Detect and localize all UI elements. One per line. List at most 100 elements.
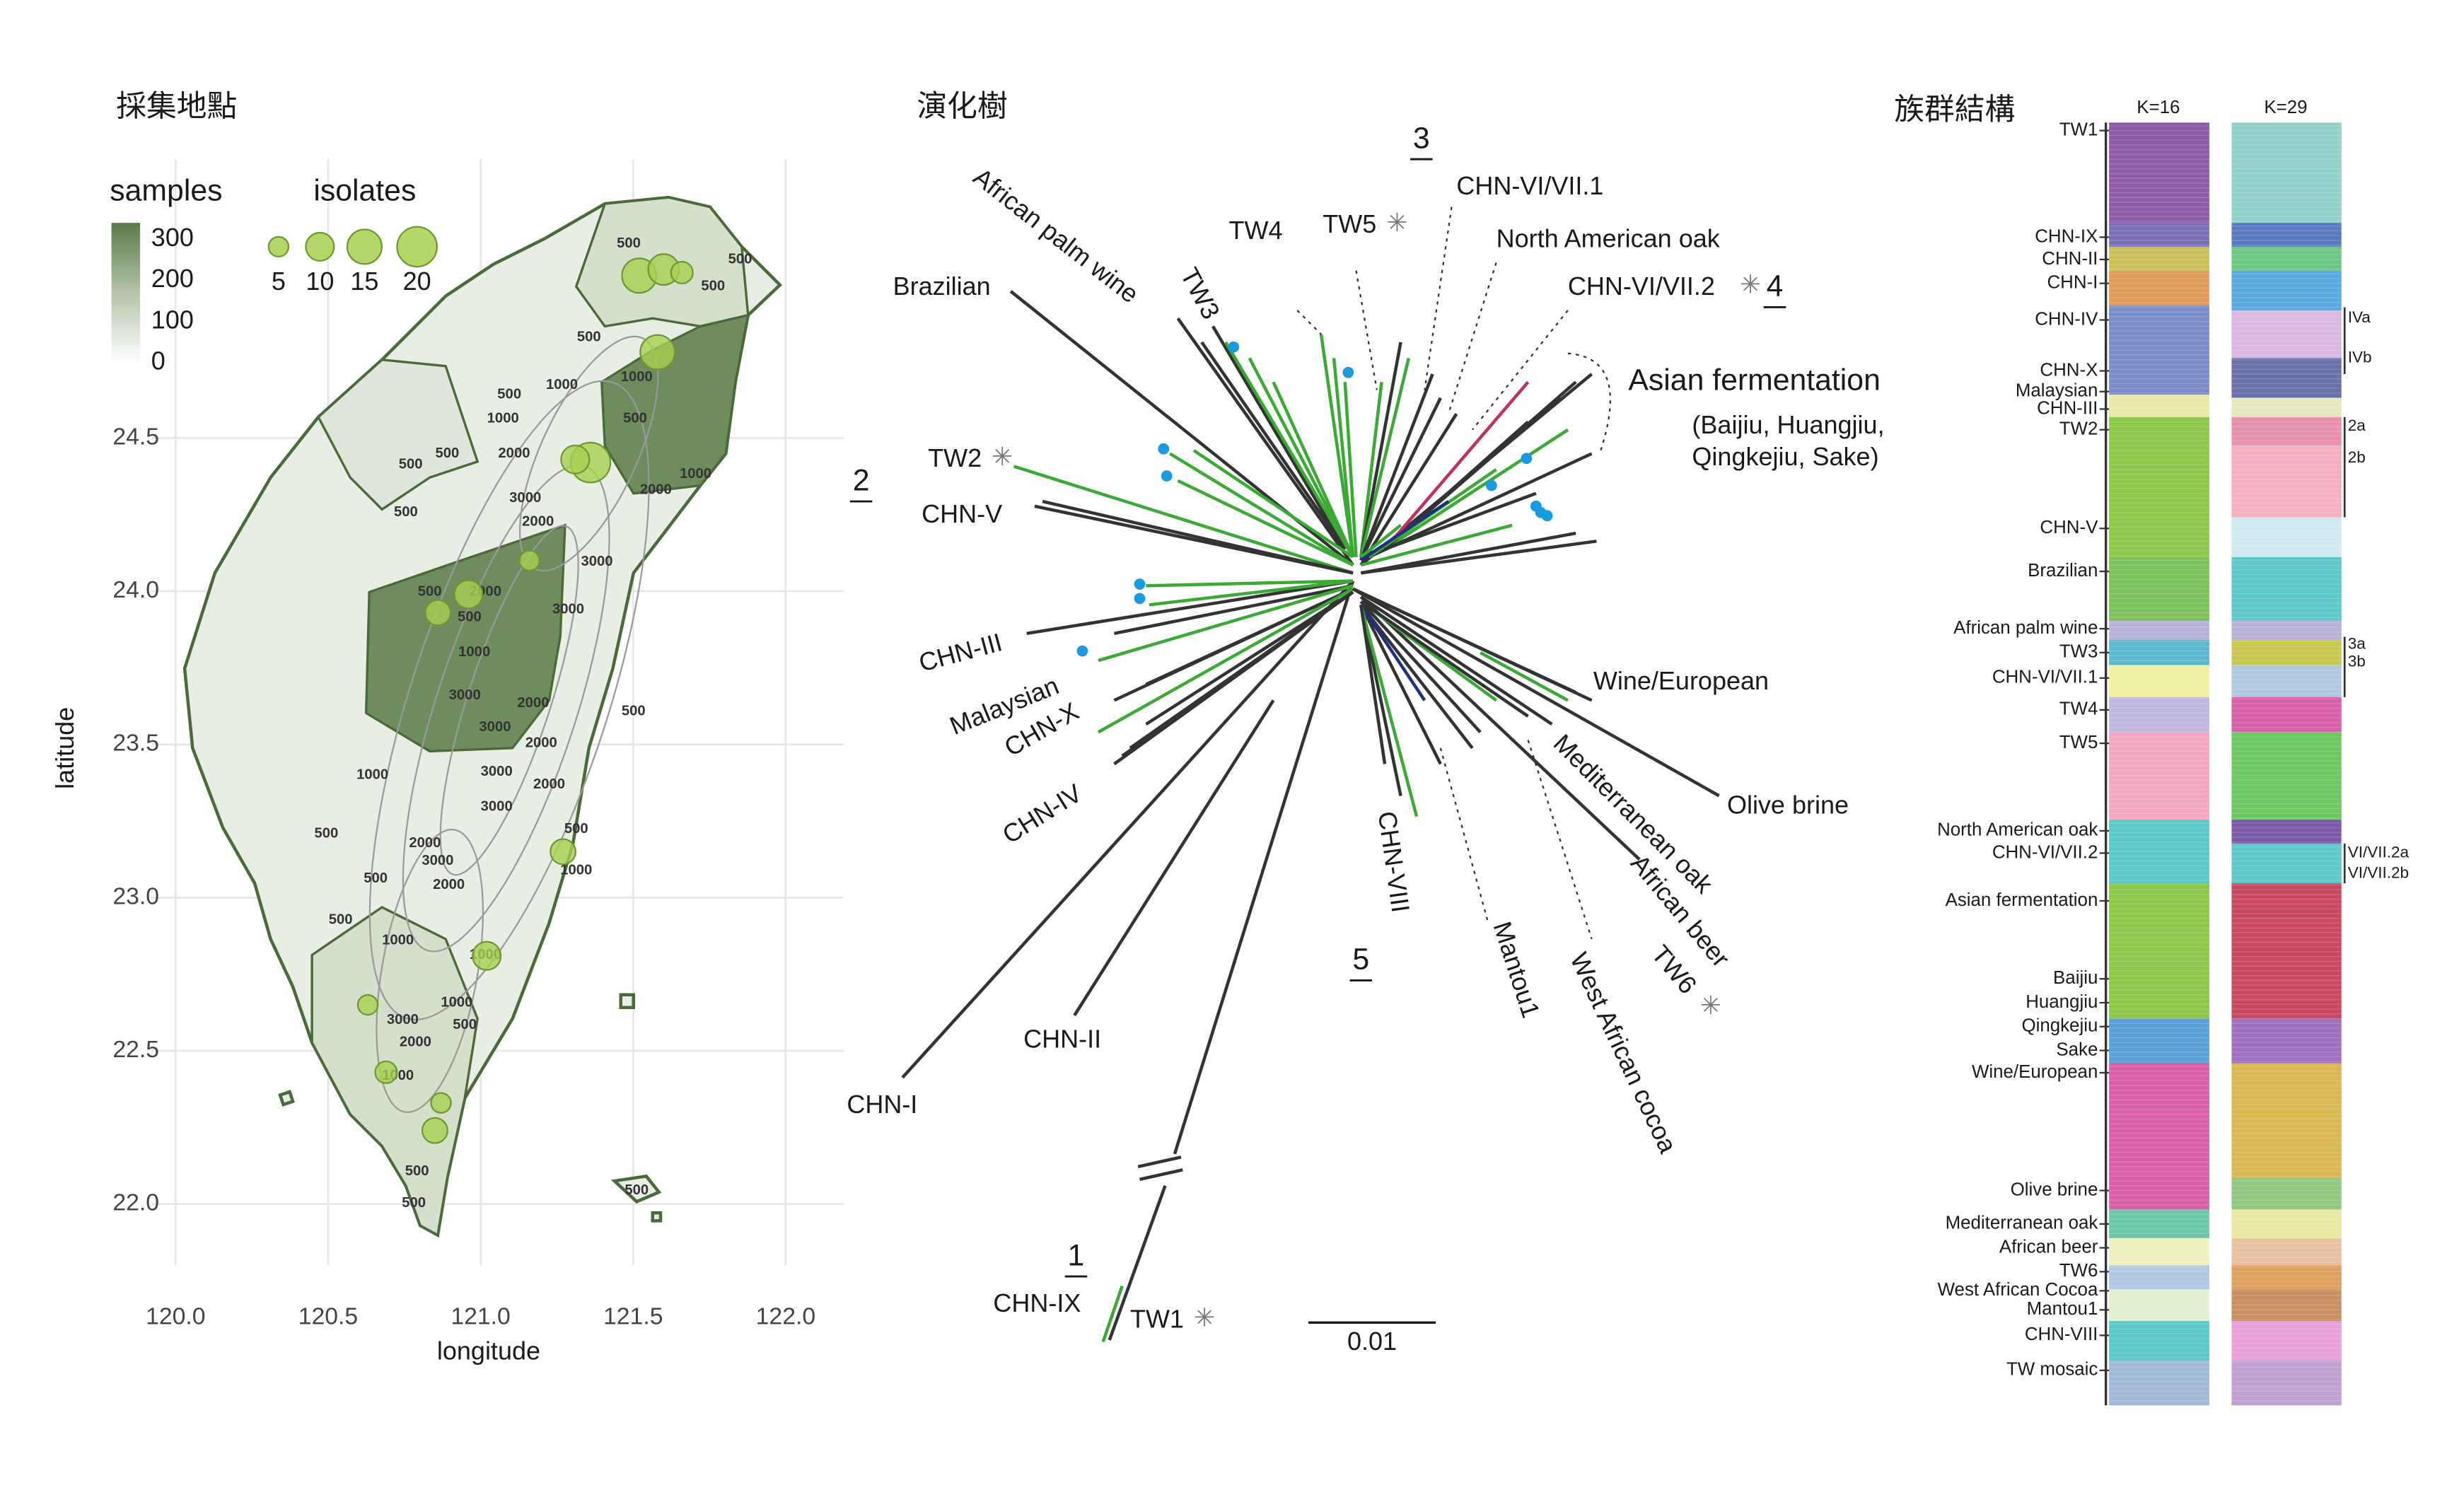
tree-branch [1480, 651, 1569, 702]
y-tick-label: 23.5 [112, 730, 159, 757]
contour-label: 500 [622, 703, 646, 718]
isolate-dot [1485, 479, 1497, 491]
tree-branch [1026, 579, 1354, 636]
tree-branch [1360, 523, 1513, 567]
contour-label: 3000 [449, 687, 481, 703]
tree-branch [1359, 604, 1387, 764]
tree-branch [1359, 413, 1458, 566]
contour-label: 2000 [433, 877, 465, 892]
contour-label: 500 [436, 446, 460, 461]
clade-label: Brazilian [893, 272, 991, 301]
group-label: TW1 [2059, 120, 2098, 139]
ancestry-block [2109, 395, 2209, 417]
clade-label: North American oak [1497, 223, 1721, 252]
tree-branch [1359, 524, 1402, 559]
tree-branch [1137, 1155, 1182, 1168]
contour [368, 380, 650, 1021]
group-label: Baijiu [2053, 968, 2098, 988]
group-label: Asian fermentation [1946, 890, 2098, 910]
ancestry-block [2231, 665, 2342, 697]
ancestry-block [2231, 446, 2342, 518]
clade-label: African palm wine [968, 162, 1144, 308]
clade-label: CHN-II [1023, 1025, 1101, 1054]
contour [439, 525, 579, 876]
isolate-bubble [356, 994, 379, 1016]
tree-branch [1359, 600, 1482, 733]
group-label: CHN-IX [2035, 226, 2098, 246]
map-layer: 120.0 120.5 121.0 121.5 122.0 22.0 22.5 23.0 23.… [50, 89, 815, 1365]
contour-label: 1000 [680, 466, 711, 482]
group-label: Malaysian [2016, 381, 2098, 401]
group-label: CHN-VI/VII.2 [1992, 842, 2098, 862]
ancestry-block [2231, 122, 2342, 223]
contour-label: 1000 [458, 644, 490, 660]
ancestry-block [2109, 1063, 2209, 1210]
clade-label: TW4 [1228, 216, 1282, 245]
x-tick-label: 121.5 [603, 1303, 663, 1330]
legend-label: 5 [272, 267, 286, 296]
x-tick-label: 121.0 [451, 1303, 510, 1330]
x-axis-title: longitude [437, 1336, 540, 1365]
contour [376, 829, 484, 1113]
colorbar-label: 200 [151, 264, 194, 293]
bracket [1567, 352, 1612, 454]
isolate-bubble [518, 549, 540, 571]
isolate-dot [1076, 645, 1088, 657]
tree-branch [1200, 341, 1347, 550]
ancestry-block [2231, 417, 2342, 446]
ancestry-block [2109, 1238, 2209, 1266]
subgroup-label: 3a [2348, 635, 2366, 653]
y-tick-label: 22.5 [112, 1036, 159, 1063]
contour-label: 3000 [509, 490, 541, 506]
leader-line [1471, 310, 1569, 431]
tree-branch [1360, 531, 1576, 575]
tree-branch [1139, 1168, 1183, 1181]
contour-label: 2000 [517, 695, 549, 711]
ancestry-block [2109, 1289, 2209, 1322]
x-tick-label: 120.0 [146, 1303, 205, 1330]
tree-branch [1073, 699, 1275, 1017]
isolate-dot [1161, 470, 1173, 482]
tree-branch [1359, 603, 1474, 750]
ancestry-block [2231, 883, 2342, 1019]
tree-branch [1359, 381, 1383, 558]
group-label: Qingkejiu [2021, 1016, 2098, 1036]
contour-label: 500 [701, 279, 725, 294]
group-label: Huangjiu [2026, 992, 2098, 1012]
contour-label: 500 [623, 410, 647, 426]
isolate-bubble [639, 334, 676, 371]
k-label: K=29 [2264, 98, 2307, 117]
contour-label: 3000 [422, 853, 453, 868]
contour-label: 500 [405, 1163, 429, 1179]
contour-label: 2000 [522, 514, 554, 530]
subgroup-label: VI/VII.2b [2348, 864, 2409, 882]
legend-bubble [305, 231, 335, 262]
group-label: Wine/European [1972, 1062, 2098, 1082]
isolate-bubble [374, 1060, 398, 1084]
tree-branch [1149, 579, 1354, 607]
contour-label: 3000 [481, 798, 513, 814]
contour-label: 1000 [621, 369, 653, 385]
tree-branch [1248, 357, 1355, 558]
isolate-bubble [472, 940, 502, 971]
legend-title: isolates [313, 174, 416, 208]
green-island [619, 993, 636, 1009]
group-label: CHN-VIII [2025, 1324, 2098, 1344]
asterisk: ✳ [1386, 208, 1407, 237]
ancestry-block [2231, 620, 2342, 640]
tree-branch [1192, 449, 1354, 559]
leader-line [1424, 206, 1453, 390]
group-label: TW6 [2059, 1261, 2098, 1281]
contour-lines [368, 335, 659, 1113]
contour-label: 2000 [400, 1035, 431, 1050]
tree-branch [1360, 500, 1450, 562]
ancestry-block [2109, 1018, 2209, 1064]
ancestry-block [2231, 1238, 2342, 1266]
y-tick-label: 23.0 [112, 883, 159, 909]
group-label: CHN-X [2040, 360, 2098, 380]
ancestry-block [2231, 517, 2342, 557]
clade-label: Mantou1 [1487, 918, 1545, 1021]
tree-branch [1360, 600, 1529, 718]
